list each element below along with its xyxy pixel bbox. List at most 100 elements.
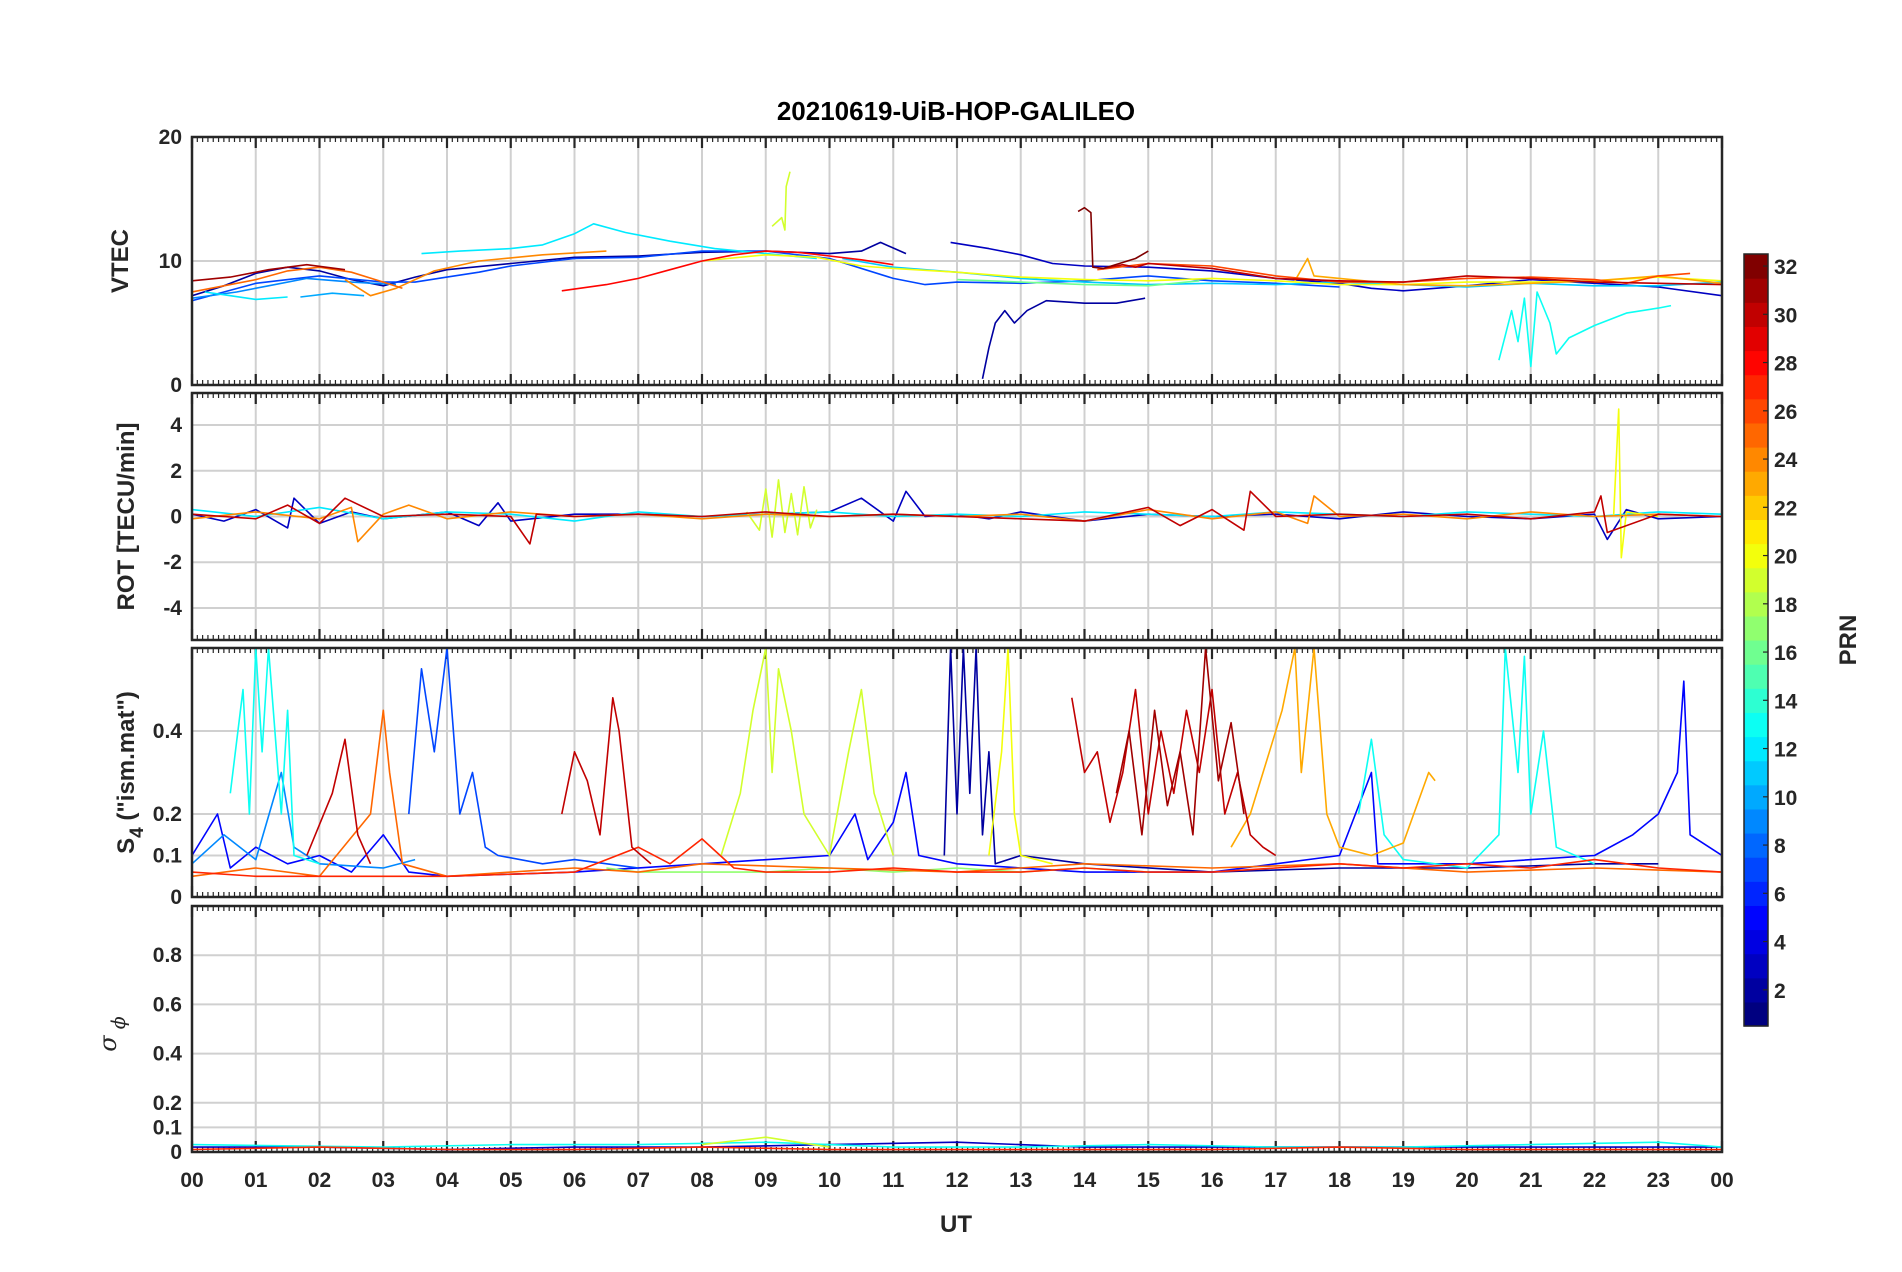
series-group bbox=[192, 408, 1722, 559]
x-tick-label: 12 bbox=[945, 1169, 968, 1192]
series-line-prn-28 bbox=[561, 250, 894, 292]
series-line-prn-7 bbox=[408, 648, 639, 869]
y-tick-label: 0 bbox=[170, 1141, 182, 1164]
y-tick-label: 0.6 bbox=[153, 993, 182, 1016]
series-line-prn-30 bbox=[561, 697, 652, 865]
series-group bbox=[192, 1136, 1722, 1151]
series-line-prn-3 bbox=[950, 241, 1722, 297]
x-tick-label: 08 bbox=[690, 1169, 714, 1192]
series-line-prn-24 bbox=[344, 250, 607, 297]
series-line-prn-2 bbox=[981, 297, 1146, 379]
colorbar-swatch bbox=[1744, 664, 1768, 689]
y-label-s4-main: S bbox=[113, 838, 140, 854]
minor-ticks bbox=[196, 648, 1718, 897]
x-tick-label: 22 bbox=[1583, 1169, 1606, 1192]
series-group bbox=[192, 648, 1722, 878]
colorbar-swatch bbox=[1744, 808, 1768, 834]
series-line-prn-31 bbox=[1115, 648, 1245, 836]
x-tick-label: 19 bbox=[1392, 1169, 1415, 1192]
y-tick-label: 2 bbox=[170, 460, 182, 483]
colorbar-tick-label: 24 bbox=[1774, 449, 1798, 472]
colorbar-tick-label: 30 bbox=[1774, 304, 1797, 327]
colorbar-swatch bbox=[1744, 857, 1768, 882]
colorbar-label: PRN bbox=[1835, 615, 1862, 666]
colorbar-swatch bbox=[1744, 712, 1768, 738]
series-line-prn-13 bbox=[1498, 291, 1672, 368]
series-line-prn-13 bbox=[229, 648, 320, 865]
series-line-prn-23 bbox=[1294, 257, 1722, 287]
x-tick-label: 21 bbox=[1519, 1169, 1543, 1192]
colorbar-tick-label: 20 bbox=[1774, 546, 1797, 569]
x-axis-label: UT bbox=[940, 1211, 972, 1238]
x-tick-label: 00 bbox=[180, 1169, 203, 1192]
y-tick-label: 0.1 bbox=[153, 845, 183, 868]
x-tick-label: 20 bbox=[1455, 1169, 1478, 1192]
series-line-prn-32 bbox=[1077, 206, 1149, 270]
series-line-prn-20 bbox=[1612, 408, 1659, 559]
colorbar-tick-label: 28 bbox=[1774, 353, 1798, 376]
panel-vtec: 0 10 20 VTEC bbox=[107, 126, 1724, 397]
x-tick-label: 17 bbox=[1264, 1169, 1287, 1192]
panel-rot: -4 -2 0 2 4 ROT [TECU/min] bbox=[113, 391, 1724, 642]
colorbar-tick-label: 12 bbox=[1774, 739, 1797, 762]
minor-ticks bbox=[196, 393, 1718, 640]
colorbar-swatch bbox=[1744, 422, 1768, 448]
colorbar-swatch bbox=[1744, 519, 1768, 545]
series-line-prn-12 bbox=[204, 291, 288, 301]
series-line-prn-27 bbox=[192, 1146, 1722, 1151]
colorbar-swatch bbox=[1744, 567, 1768, 593]
colorbar-swatch bbox=[1744, 760, 1768, 786]
y-label-sigma: σ bbox=[94, 1035, 122, 1052]
series-line-prn-23 bbox=[1230, 648, 1436, 857]
series-line-prn-20 bbox=[988, 648, 1053, 865]
x-tick-label: 01 bbox=[244, 1169, 268, 1192]
axes-frame bbox=[190, 646, 1724, 899]
series-line-prn-16 bbox=[956, 278, 1200, 287]
colorbar-tick-label: 22 bbox=[1774, 497, 1797, 520]
chart-title: 20210619-UiB-HOP-GALILEO bbox=[777, 96, 1135, 126]
x-tick-label: 03 bbox=[372, 1169, 395, 1192]
x-tick-label: 04 bbox=[435, 1169, 459, 1192]
series-line-prn-13 bbox=[1357, 648, 1595, 869]
y-tick-label: -4 bbox=[163, 597, 182, 620]
series-line-prn-19 bbox=[745, 479, 818, 538]
y-label-s4-subscript: 4 bbox=[127, 827, 148, 838]
series-line-prn-3 bbox=[192, 490, 1722, 541]
colorbar-tick-label: 14 bbox=[1774, 690, 1798, 713]
colorbar-swatch bbox=[1744, 374, 1768, 400]
colorbar-swatch bbox=[1744, 1001, 1768, 1027]
x-tick-label: 13 bbox=[1009, 1169, 1032, 1192]
y-tick-label: 0 bbox=[170, 506, 182, 529]
colorbar-tick-label: 16 bbox=[1774, 642, 1797, 665]
colorbar-swatch bbox=[1744, 326, 1768, 352]
colorbar-tick-label: 10 bbox=[1774, 787, 1797, 810]
series-line-prn-12 bbox=[421, 223, 817, 260]
y-label-s4-rest: ("ism.mat") bbox=[113, 691, 140, 827]
y-tick-label: 0 bbox=[170, 886, 182, 909]
panel-s4: 00.10.20.4S4 ("ism.mat") bbox=[113, 646, 1724, 909]
y-tick-label: 4 bbox=[170, 414, 182, 437]
series-line-prn-9 bbox=[192, 771, 416, 869]
y-tick-label: 0.2 bbox=[153, 803, 182, 826]
x-tick-label: 18 bbox=[1328, 1169, 1352, 1192]
y-axis-label: VTEC bbox=[107, 229, 134, 293]
x-tick-label: 14 bbox=[1073, 1169, 1097, 1192]
colorbar-swatch bbox=[1744, 615, 1768, 641]
colorbar-tick-label: 32 bbox=[1774, 256, 1797, 279]
panel-sigma-phi: 00.10.2 0.4 0.6 0.8 σ ϕ 00 01 02 03 04 05 06 07 08 09 1… bbox=[94, 904, 1734, 1192]
series-line-prn-30 bbox=[192, 490, 1722, 545]
y-axis-label: ROT [TECU/min] bbox=[113, 423, 140, 611]
colorbar-tick-label: 8 bbox=[1774, 835, 1786, 858]
series-line-prn-13 bbox=[192, 1141, 1722, 1148]
y-label-phi-subscript: ϕ bbox=[108, 1016, 130, 1035]
y-axis-label: S4 ("ism.mat") bbox=[113, 691, 148, 854]
series-line-prn-19 bbox=[720, 648, 895, 857]
y-tick-label: 0.1 bbox=[153, 1116, 183, 1139]
colorbar-tick-label: 18 bbox=[1774, 594, 1798, 617]
x-tick-label: 06 bbox=[563, 1169, 586, 1192]
series-line-prn-27 bbox=[192, 838, 1722, 878]
series-line-prn-30 bbox=[1071, 688, 1277, 857]
x-tick-label: 00 bbox=[1710, 1169, 1733, 1192]
colorbar-tick-label: 6 bbox=[1774, 883, 1786, 906]
series-line-prn-5 bbox=[192, 680, 1722, 878]
